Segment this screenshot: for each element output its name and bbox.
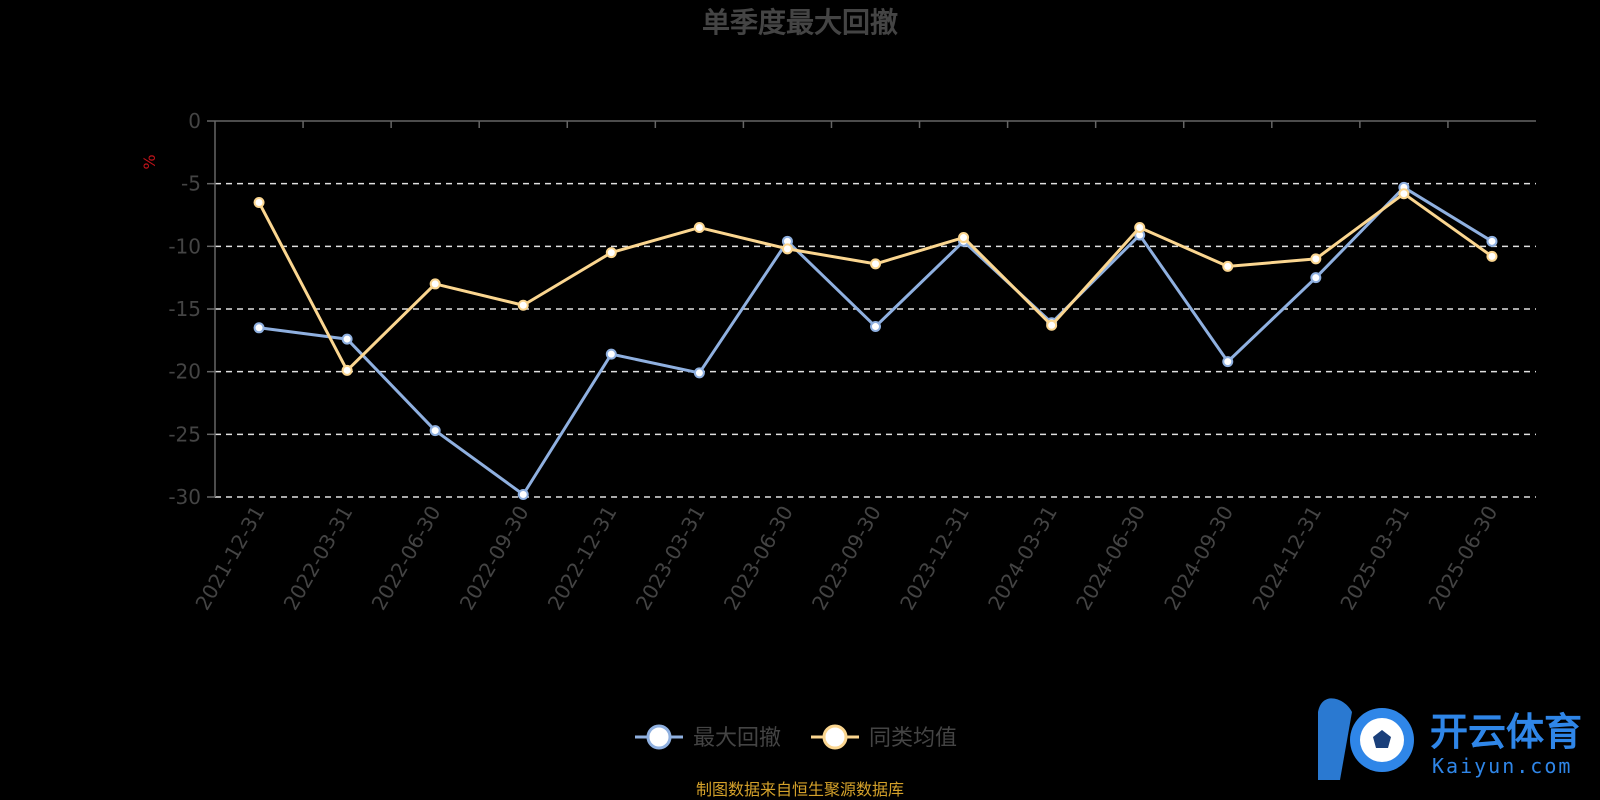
- data-point[interactable]: [870, 258, 881, 270]
- legend-item-category-average[interactable]: 同类均值: [811, 724, 957, 751]
- x-tick-label: 2022-12-31: [543, 502, 622, 615]
- series-line: [258, 185, 1493, 496]
- x-tick-label: 2024-09-30: [1159, 502, 1238, 615]
- x-tick-label: 2024-06-30: [1071, 502, 1150, 615]
- legend-label-category-average: 同类均值: [869, 726, 957, 751]
- ball-pentagon: [1373, 730, 1391, 748]
- legend-label-max-drawdown: 最大回撤: [693, 726, 781, 751]
- data-point[interactable]: [341, 364, 353, 376]
- y-tick-label: -30: [168, 485, 201, 509]
- x-tick-label: 2022-03-31: [279, 502, 358, 615]
- legend-marker-max-drawdown: [646, 724, 672, 750]
- data-point[interactable]: [1046, 319, 1058, 331]
- x-tick-label: 2025-06-30: [1423, 502, 1502, 615]
- y-tick-labels: 0 -5 -10 -15 -20 -25 -30: [168, 109, 201, 509]
- data-point[interactable]: [605, 348, 617, 360]
- y-tick-label: -5: [181, 172, 201, 196]
- legend-marker-category-average: [822, 724, 848, 750]
- x-tick-label: 2024-03-31: [983, 502, 1062, 615]
- x-tick-label: 2025-03-31: [1335, 502, 1414, 615]
- data-point[interactable]: [253, 196, 265, 208]
- data-point[interactable]: [429, 425, 441, 437]
- y-tick-label: 0: [188, 109, 201, 133]
- data-point[interactable]: [1398, 188, 1410, 200]
- data-point[interactable]: [1486, 250, 1498, 262]
- x-tick-label: 2023-09-30: [807, 502, 886, 615]
- data-point[interactable]: [517, 299, 529, 311]
- x-tick-label: 2023-12-31: [895, 502, 974, 615]
- x-tick-label: 2023-03-31: [631, 502, 710, 615]
- data-point[interactable]: [781, 243, 793, 255]
- data-point[interactable]: [958, 232, 970, 244]
- data-point[interactable]: [1486, 235, 1498, 247]
- data-point[interactable]: [1134, 222, 1146, 234]
- logo-k-stroke: [1318, 698, 1352, 780]
- data-point[interactable]: [517, 488, 529, 500]
- y-axis-unit: %: [140, 154, 159, 169]
- chart-title: 单季度最大回撤: [702, 6, 898, 39]
- x-tick-label: 2021-12-31: [190, 502, 269, 615]
- y-tick-label: -25: [168, 422, 201, 446]
- data-point[interactable]: [341, 333, 353, 345]
- soccer-ball-icon: [1318, 698, 1414, 780]
- data-point[interactable]: [429, 278, 441, 290]
- x-tick-label: 2022-06-30: [367, 501, 446, 614]
- data-point[interactable]: [693, 367, 705, 379]
- x-tick-label: 2022-09-30: [455, 502, 534, 615]
- logo-subtext: Kaiyun.com: [1432, 754, 1572, 778]
- legend[interactable]: 最大回撤 同类均值: [635, 724, 957, 751]
- series-lines: [253, 181, 1498, 500]
- data-point[interactable]: [870, 321, 881, 333]
- data-point[interactable]: [253, 322, 265, 334]
- logo-text: 开云体育: [1430, 710, 1582, 754]
- watermark-logo: 开云体育 Kaiyun.com: [1318, 698, 1582, 780]
- series-0: [253, 181, 1498, 500]
- data-point[interactable]: [1222, 356, 1234, 368]
- data-point[interactable]: [693, 222, 705, 234]
- source-note: 制图数据来自恒生聚源数据库: [696, 780, 904, 799]
- y-tick-label: -10: [168, 234, 201, 258]
- series-line: [257, 192, 1493, 372]
- grid-lines: [215, 182, 1536, 498]
- data-point[interactable]: [1222, 260, 1234, 272]
- axes: [207, 120, 1536, 498]
- x-tick-label: 2023-06-30: [719, 502, 798, 615]
- series-1: [253, 188, 1498, 376]
- y-tick-label: -20: [168, 360, 201, 384]
- x-tick-label: 2024-12-31: [1247, 502, 1326, 615]
- y-tick-label: -15: [168, 297, 201, 321]
- data-point[interactable]: [1310, 253, 1322, 265]
- legend-item-max-drawdown[interactable]: 最大回撤: [635, 724, 781, 751]
- data-point[interactable]: [605, 247, 617, 259]
- x-tick-labels: 2021-12-31 2022-03-31 2022-06-30 2022-09-30…: [190, 501, 1502, 614]
- data-point[interactable]: [1310, 272, 1322, 284]
